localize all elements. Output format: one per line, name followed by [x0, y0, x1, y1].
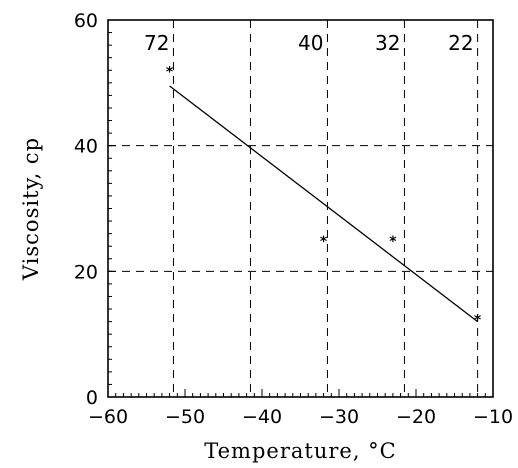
- data-point: *: [320, 234, 328, 250]
- y-tick-label: 60: [74, 10, 98, 32]
- y-axis-title: Viscosity, cp: [19, 137, 43, 281]
- vertical-marker-label: 32: [375, 31, 400, 55]
- x-tick-label: −30: [319, 406, 359, 428]
- x-tick-label: −10: [473, 406, 513, 428]
- vertical-marker-label: 72: [144, 31, 169, 55]
- x-tick-label: −60: [88, 406, 128, 428]
- y-tick-label: 0: [86, 387, 98, 409]
- labels-layer: 72 40 32 22 0 20 40 60 −60 −50 −40 −30 −20 −10: [74, 10, 513, 428]
- x-tick-label: −20: [396, 406, 436, 428]
- ticks-layer: [107, 19, 494, 398]
- vertical-marker-label: 22: [448, 31, 473, 55]
- data-point: *: [474, 312, 482, 328]
- y-tick-label: 40: [74, 136, 98, 158]
- fit-line-layer: [169, 85, 478, 323]
- y-tick-label: 20: [74, 261, 98, 283]
- data-point: *: [389, 234, 397, 250]
- points-layer: * * * *: [166, 64, 482, 328]
- x-tick-label: −40: [242, 406, 282, 428]
- data-point: *: [166, 64, 174, 80]
- x-axis-title: Temperature, °C: [204, 439, 397, 463]
- grid-layer: [108, 19, 493, 397]
- vertical-marker-label: 40: [298, 31, 323, 55]
- fit-line: [169, 85, 478, 323]
- x-tick-label: −50: [165, 406, 205, 428]
